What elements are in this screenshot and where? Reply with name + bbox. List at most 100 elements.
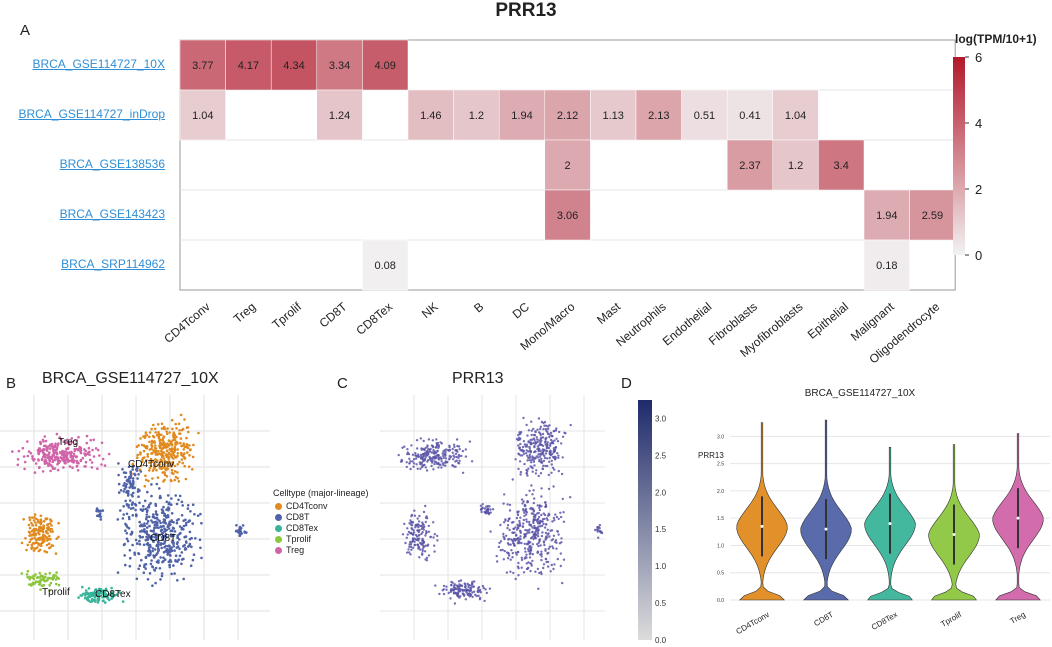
umap-cell-point xyxy=(146,542,150,545)
umap-expression-point xyxy=(534,532,537,536)
umap-expression-point xyxy=(418,533,421,537)
heatmap-cell-value: 1.24 xyxy=(329,110,350,122)
umap-expression-point xyxy=(535,455,538,458)
umap-cell-point xyxy=(160,574,164,578)
umap-cell-point xyxy=(154,458,157,461)
umap-expression-point xyxy=(507,537,511,541)
umap-expression-point xyxy=(425,532,428,535)
umap-cell-point xyxy=(137,444,140,447)
umap-cell-point xyxy=(119,489,123,492)
umap-expression-point xyxy=(515,538,518,541)
umap-expression-point xyxy=(472,585,475,588)
umap-cell-point xyxy=(163,478,166,482)
umap-expression-point xyxy=(529,524,533,527)
umap-cell-point xyxy=(122,505,125,508)
umap-expression-point xyxy=(461,471,465,474)
umap-expression-point xyxy=(435,438,438,441)
umap-cell-point xyxy=(173,530,177,533)
umap-expression-point xyxy=(542,453,545,456)
umap-expression-point xyxy=(552,534,556,537)
umap-expression-point xyxy=(527,467,530,470)
umap-expression-point xyxy=(534,472,538,475)
umap-cell-point xyxy=(162,542,165,546)
umap-expression-point xyxy=(514,577,517,581)
umap-expression-point xyxy=(544,449,547,452)
umap-expression-point xyxy=(416,447,419,450)
umap-expression-point xyxy=(464,455,468,458)
umap-cell-point xyxy=(137,473,140,476)
umap-expression-point xyxy=(539,519,542,523)
umap-expression-point xyxy=(420,455,423,458)
umap-expression-point xyxy=(420,447,423,450)
umap-cell-point xyxy=(43,460,46,463)
umap-cell-point xyxy=(124,485,128,489)
heatmap-chart: 3.77 4.17 4.34 3.34 4.091.04 1.24 1.46 1.2 1.94 2… xyxy=(161,39,982,366)
umap-expression-point xyxy=(414,454,417,457)
umap-cell-point xyxy=(77,435,80,439)
umap-cell-point xyxy=(34,541,38,545)
dataset-link[interactable]: BRCA_GSE138536 xyxy=(59,157,165,171)
umap-cell-point xyxy=(199,512,202,516)
dataset-link[interactable]: BRCA_SRP114962 xyxy=(61,257,165,271)
dataset-link[interactable]: BRCA_GSE143423 xyxy=(59,207,165,221)
umap-cell-point xyxy=(33,513,37,516)
umap-expression-point xyxy=(445,461,448,464)
dataset-link[interactable]: BRCA_GSE114727_10X xyxy=(32,57,165,71)
umap-cell-point xyxy=(155,482,159,486)
umap-expression-point xyxy=(455,584,458,587)
umap-cluster-label: CD8T xyxy=(150,533,176,544)
umap-cell-point xyxy=(157,431,160,434)
umap-expression-point xyxy=(542,464,545,467)
umap-cell-point xyxy=(132,491,135,495)
umap-cell-point xyxy=(180,558,184,561)
heatmap-colorbar-title: log(TPM/10+1) xyxy=(955,32,1037,46)
umap-cell-point xyxy=(176,545,180,548)
umap-cell-point xyxy=(147,544,150,547)
umap-cell-point xyxy=(174,494,177,497)
umap-expression-point xyxy=(546,441,549,444)
dataset-link[interactable]: BRCA_GSE114727_inDrop xyxy=(18,107,165,121)
umap-expression-point xyxy=(416,523,420,526)
umap-cell-point xyxy=(145,434,149,437)
umap-expression-point xyxy=(533,438,536,441)
umap-expression-point xyxy=(411,539,415,543)
umap-cell-point xyxy=(168,447,172,451)
umap-expression-point xyxy=(533,524,536,528)
umap-cell-point xyxy=(76,469,80,472)
umap-expression-point xyxy=(414,533,418,537)
umap-expression-point xyxy=(558,430,561,434)
heatmap-cell xyxy=(179,89,226,141)
umap-cell-point xyxy=(142,504,145,508)
umap-cell-point xyxy=(48,571,52,575)
umap-cell-point xyxy=(89,438,92,442)
umap-cell-point xyxy=(163,473,167,477)
umap-cell-point xyxy=(149,502,152,505)
umap-cell-point xyxy=(151,535,154,538)
umap-expression-point xyxy=(541,432,545,436)
umap-cell-point xyxy=(68,465,72,468)
umap-cell-point xyxy=(128,564,132,568)
umap-cell-point xyxy=(23,467,26,471)
umap-expression-point xyxy=(548,456,551,460)
umap-cell-point xyxy=(84,460,88,464)
umap-expression-point xyxy=(518,524,521,527)
umap-expression-point xyxy=(456,592,459,595)
umap-cell-point xyxy=(142,449,146,453)
heatmap-cell-value: 0.08 xyxy=(374,260,395,272)
umap-expression-point xyxy=(549,450,552,454)
umap-expression-point xyxy=(519,437,522,440)
umap-expression-point xyxy=(411,453,415,456)
umap-expression-point xyxy=(553,563,556,566)
umap-expression-point xyxy=(527,547,530,551)
umap-cell-point xyxy=(125,512,129,516)
umap-cell-point xyxy=(53,467,57,470)
umap-cell-point xyxy=(165,500,169,504)
umap-expression-point xyxy=(519,530,522,533)
umap-expression-point xyxy=(522,500,525,503)
umap-cell-point xyxy=(43,448,46,451)
umap-cell-point xyxy=(138,543,142,546)
umap-expression-point xyxy=(470,582,474,585)
umap-expression-point xyxy=(489,530,492,533)
heatmap-cell-value: 0.51 xyxy=(694,110,715,122)
umap-expression-point xyxy=(424,466,427,469)
